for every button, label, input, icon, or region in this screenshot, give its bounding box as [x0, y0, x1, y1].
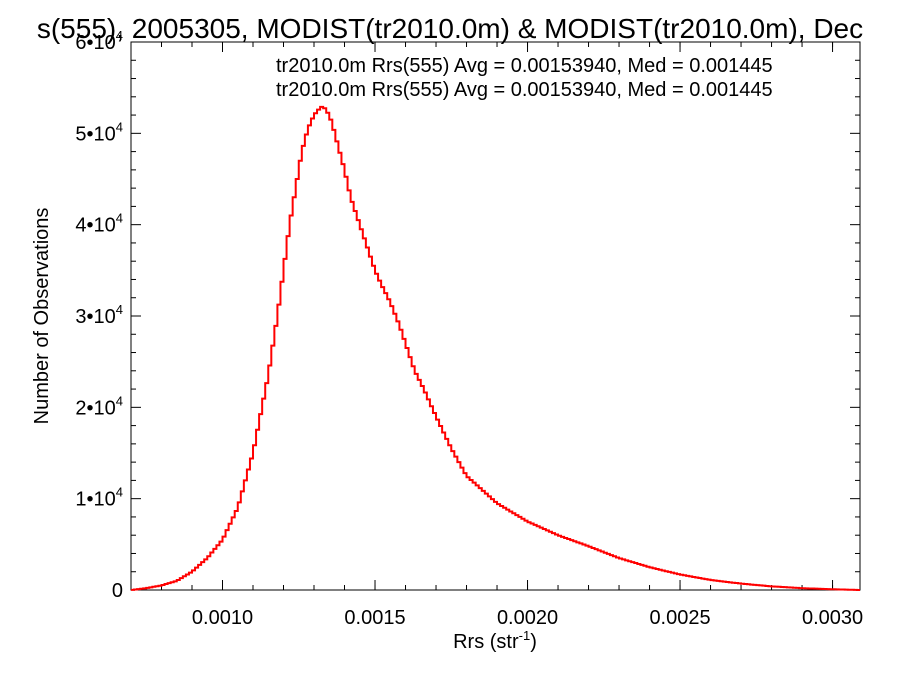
- y-tick-label: 1•104: [75, 485, 123, 511]
- y-tick-exponent: 4: [116, 393, 123, 408]
- y-tick-exponent: 4: [116, 485, 123, 500]
- y-tick-exponent: 4: [116, 302, 123, 317]
- x-tick-label: 0.0020: [497, 607, 558, 629]
- y-tick-mantissa: 5•10: [75, 123, 115, 145]
- axis-ticks: [130, 41, 860, 591]
- series-line-red: [131, 105, 860, 591]
- x-tick-label: 0.0015: [344, 607, 405, 629]
- x-axis-label-text: Rrs (str: [453, 631, 519, 653]
- y-tick-label: 4•104: [75, 211, 123, 237]
- y-tick-mantissa: 3•10: [75, 306, 115, 328]
- y-tick-exponent: 4: [116, 28, 123, 43]
- y-tick-mantissa: 2•10: [75, 397, 115, 419]
- x-tick-label: 0.0030: [802, 607, 863, 629]
- y-tick-exponent: 4: [116, 211, 123, 226]
- annotation-black: tr2010.0m Rrs(555) Avg = 0.00153940, Med…: [276, 55, 773, 77]
- y-tick-mantissa: 1•10: [75, 489, 115, 511]
- y-axis-label: Number of Observations: [31, 208, 53, 425]
- chart-title: s(555), 2005305, MODIST(tr2010.0m) & MOD…: [37, 13, 863, 44]
- y-tick-mantissa: 4•10: [75, 215, 115, 237]
- y-tick-exponent: 4: [116, 119, 123, 134]
- plot-area: [130, 41, 861, 591]
- x-axis-label: Rrs (str-1): [453, 628, 537, 653]
- annotation-red: tr2010.0m Rrs(555) Avg = 0.00153940, Med…: [276, 79, 773, 101]
- y-tick-mantissa: 6•10: [75, 32, 115, 54]
- y-tick-label: 2•104: [75, 393, 123, 419]
- x-tick-labels: 0.0010 0.0015 0.0020 0.0025 0.0030: [192, 607, 863, 629]
- x-axis-label-close: ): [530, 631, 537, 653]
- y-tick-label: 0: [112, 580, 123, 602]
- y-tick-label: 5•104: [75, 119, 123, 145]
- x-tick-label: 0.0025: [649, 607, 710, 629]
- plot-frame: [130, 41, 861, 591]
- x-axis-label-superscript: -1: [519, 628, 531, 643]
- x-tick-label: 0.0010: [192, 607, 253, 629]
- y-tick-label: 3•104: [75, 302, 123, 328]
- y-tick-label: 6•104: [75, 28, 123, 54]
- y-tick-mantissa: 0: [112, 580, 123, 602]
